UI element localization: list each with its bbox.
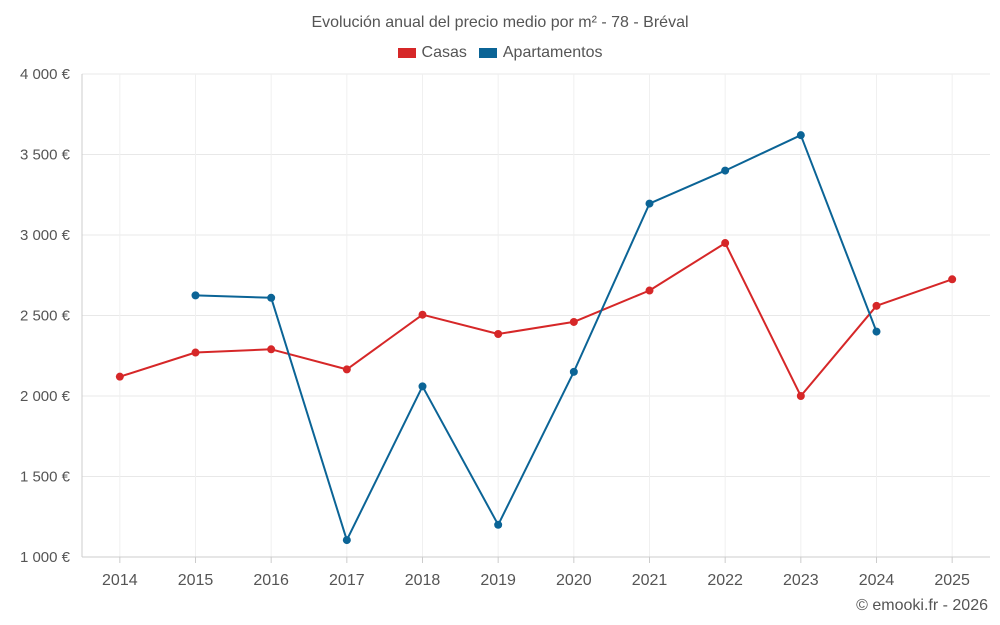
data-point-casas <box>796 392 805 400</box>
data-point-casas <box>267 345 276 354</box>
legend: Casas Apartamentos <box>0 44 1000 62</box>
data-point-casas <box>342 365 351 374</box>
data-point-apartamentos <box>494 520 503 529</box>
data-point-apartamentos <box>342 536 351 545</box>
y-tick-label: 3 000 € <box>20 227 71 244</box>
x-tick-label: 2020 <box>556 572 592 589</box>
data-point-casas <box>645 286 654 295</box>
data-point-casas <box>494 330 503 339</box>
data-point-apartamentos <box>418 382 427 391</box>
y-tick-label: 1 500 € <box>20 469 71 486</box>
legend-item-apartamentos[interactable]: Apartamentos <box>478 44 603 62</box>
data-point-apartamentos <box>267 293 276 302</box>
chart-title: Evolución anual del precio medio por m² … <box>311 14 689 31</box>
x-tick-label: 2019 <box>480 572 516 589</box>
series-line-apartamentos <box>195 134 878 542</box>
x-tick-label: 2023 <box>783 572 819 589</box>
legend-label-casas: Casas <box>421 44 467 61</box>
legend-swatch-casas <box>397 48 416 58</box>
y-tick-label: 3 500 € <box>20 147 71 164</box>
legend-item-casas[interactable]: Casas <box>397 44 467 62</box>
data-point-apartamentos <box>796 131 805 140</box>
x-tick-label: 2022 <box>707 572 743 589</box>
data-point-casas <box>115 372 124 381</box>
credit-text: © emooki.fr - 2026 <box>856 597 988 614</box>
y-tick-label: 4 000 € <box>20 66 71 83</box>
data-point-casas <box>721 239 730 248</box>
x-tick-label: 2018 <box>405 572 441 589</box>
x-tick-label: 2014 <box>102 572 138 589</box>
y-tick-label: 2 500 € <box>20 308 71 325</box>
data-point-apartamentos <box>721 166 730 175</box>
x-tick-label: 2016 <box>253 572 289 589</box>
data-point-apartamentos <box>645 199 654 208</box>
data-point-apartamentos <box>191 291 200 300</box>
data-point-casas <box>872 301 881 310</box>
data-point-apartamentos <box>569 367 578 376</box>
legend-swatch-apartamentos <box>478 48 497 58</box>
y-tick-label: 1 000 € <box>20 549 71 566</box>
legend-label-apartamentos: Apartamentos <box>502 44 603 61</box>
data-point-casas <box>418 310 427 319</box>
x-tick-label: 2017 <box>329 572 365 589</box>
series-line-casas <box>119 242 953 397</box>
data-point-casas <box>569 317 578 326</box>
x-tick-label: 2025 <box>934 572 970 589</box>
x-tick-label: 2024 <box>859 572 895 589</box>
x-tick-label: 2015 <box>178 572 214 589</box>
y-tick-label: 2 000 € <box>20 388 71 405</box>
x-tick-label: 2021 <box>632 572 668 589</box>
data-point-casas <box>948 275 957 284</box>
data-point-casas <box>191 348 200 357</box>
data-point-apartamentos <box>872 327 881 336</box>
